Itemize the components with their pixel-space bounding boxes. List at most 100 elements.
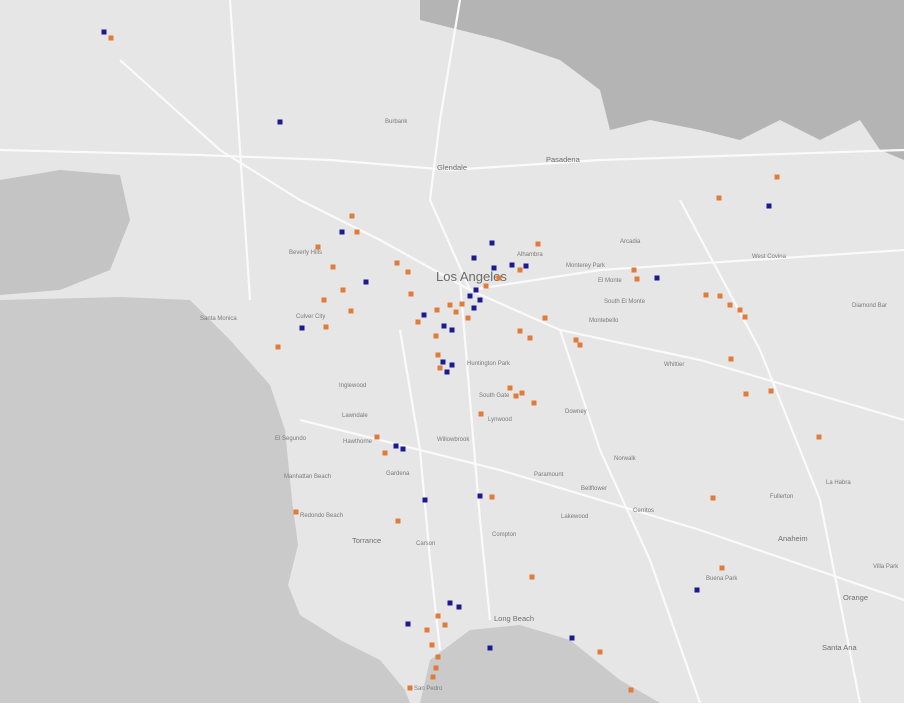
hills (0, 170, 130, 295)
bay (420, 625, 660, 703)
map-marker (422, 497, 428, 503)
place-label: Orange (843, 593, 868, 602)
map-marker (517, 267, 523, 273)
map-marker (816, 434, 822, 440)
map-marker (415, 319, 421, 325)
place-label: Carson (416, 541, 435, 547)
map-marker (407, 685, 413, 691)
map-marker (442, 622, 448, 628)
map-marker (456, 604, 462, 610)
map-marker (631, 267, 637, 273)
map-marker (440, 359, 446, 365)
map-marker (487, 645, 493, 651)
map-marker (340, 287, 346, 293)
place-label: Paramount (534, 472, 564, 478)
map-marker (496, 275, 502, 281)
map-marker (719, 565, 725, 571)
map-marker (507, 385, 513, 391)
place-label: Downey (565, 409, 587, 415)
map-marker (727, 302, 733, 308)
place-label: Los Angeles (436, 269, 507, 284)
map-marker (694, 587, 700, 593)
map-marker (774, 174, 780, 180)
map-marker (433, 333, 439, 339)
place-label: El Monte (598, 278, 622, 284)
place-label: West Covina (752, 254, 787, 260)
map-marker (299, 325, 305, 331)
place-label: Diamond Bar (852, 303, 887, 309)
map-marker (527, 335, 533, 341)
place-labels: Los Angeles Glendale Pasadena Burbank To… (200, 119, 899, 692)
map-marker (766, 203, 772, 209)
map-marker (408, 291, 414, 297)
map-marker (444, 369, 450, 375)
map-marker (394, 260, 400, 266)
place-label: Glendale (437, 163, 467, 172)
place-label: Santa Monica (200, 316, 237, 322)
place-label: Willowbrook (437, 437, 470, 443)
map-marker (435, 654, 441, 660)
place-label: Montebello (589, 318, 619, 324)
map-marker (513, 393, 519, 399)
map-marker (465, 315, 471, 321)
place-label: Buena Park (706, 576, 738, 582)
place-label: Pasadena (546, 155, 581, 164)
place-label: Lawndale (342, 413, 368, 419)
map-marker (483, 283, 489, 289)
map-marker (628, 687, 634, 693)
map-marker (435, 613, 441, 619)
map-marker (429, 642, 435, 648)
map-marker (489, 240, 495, 246)
place-label: Beverly Hills (289, 250, 322, 256)
place-label: La Habra (826, 480, 851, 486)
map-marker (535, 241, 541, 247)
map-marker (491, 265, 497, 271)
map-marker (348, 308, 354, 314)
map-marker (400, 446, 406, 452)
place-label: Monterey Park (566, 263, 606, 269)
map-marker (531, 400, 537, 406)
ocean (0, 297, 410, 703)
place-label: Gardena (386, 471, 410, 477)
map-marker (363, 279, 369, 285)
map-marker (315, 244, 321, 250)
map-marker (634, 276, 640, 282)
map-marker (478, 411, 484, 417)
map-marker (323, 324, 329, 330)
map-marker (542, 315, 548, 321)
map-marker (354, 229, 360, 235)
map-marker (277, 119, 283, 125)
map-marker (569, 635, 575, 641)
map-marker (471, 255, 477, 261)
place-label: San Pedro (414, 686, 443, 692)
place-label: Inglewood (339, 383, 366, 389)
map-marker (405, 269, 411, 275)
map-marker (339, 229, 345, 235)
map-marker (433, 665, 439, 671)
map-marker (382, 450, 388, 456)
map-marker (393, 443, 399, 449)
place-label: Compton (492, 532, 516, 538)
map-marker (509, 262, 515, 268)
map-marker (473, 287, 479, 293)
map-marker (449, 327, 455, 333)
mountains (420, 0, 904, 160)
place-label: Alhambra (517, 252, 543, 258)
place-label: Arcadia (620, 239, 641, 245)
map-marker (453, 309, 459, 315)
map-marker (421, 312, 427, 318)
place-label: Huntington Park (467, 361, 511, 367)
place-label: El Segundo (275, 436, 307, 442)
map-marker (467, 293, 473, 299)
map-marker (424, 627, 430, 633)
map-marker (703, 292, 709, 298)
place-label: South El Monte (604, 299, 646, 305)
map-marker (374, 434, 380, 440)
map-marker (519, 390, 525, 396)
place-label: Torrance (352, 536, 381, 545)
place-label: Manhattan Beach (284, 474, 331, 480)
map-marker (716, 195, 722, 201)
map-marker (471, 305, 477, 311)
place-label: Long Beach (494, 614, 534, 623)
